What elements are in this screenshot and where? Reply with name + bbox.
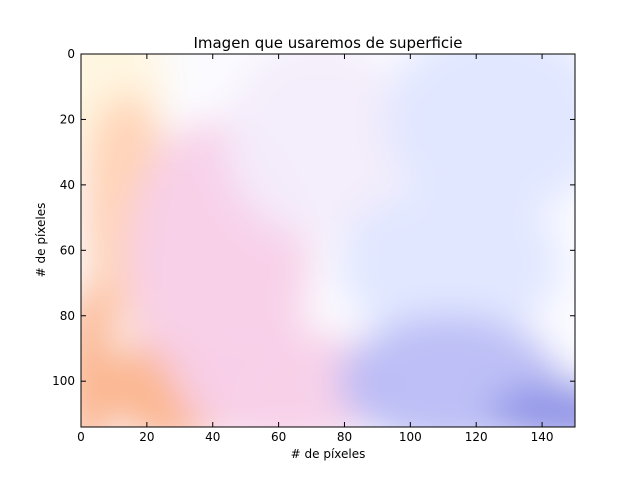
- y-axis-label: # de píxeles: [34, 203, 48, 278]
- y-tick-label: 100: [52, 374, 75, 388]
- heatmap-color-region-3: [81, 283, 114, 427]
- x-tick-label: 0: [77, 430, 85, 444]
- x-tick-label: 100: [399, 430, 422, 444]
- plot-frame: [80, 53, 576, 428]
- heatmap-image: [81, 54, 575, 427]
- heatmap-color-region-9: [337, 184, 562, 342]
- x-tick-label: 120: [465, 430, 488, 444]
- x-tick-label: 20: [139, 430, 154, 444]
- y-tick-label: 20: [60, 112, 75, 126]
- heatmap-color-region-8: [384, 54, 575, 218]
- heatmap-color-field: [81, 54, 575, 427]
- heatmap-color-region-7: [225, 54, 411, 238]
- heatmap-color-region-6: [179, 328, 391, 427]
- heatmap-color-region-11: [489, 381, 575, 427]
- x-axis-label: # de píxeles: [291, 447, 366, 461]
- y-axis-ticks: 0 20 40 60 80 100: [52, 47, 575, 388]
- x-tick-label: 40: [205, 430, 220, 444]
- x-tick-label: 60: [271, 430, 286, 444]
- y-tick-label: 60: [60, 243, 75, 257]
- y-tick-label: 80: [60, 309, 75, 323]
- chart-title: Imagen que usaremos de superficie: [193, 34, 462, 52]
- x-tick-label: 80: [337, 430, 352, 444]
- y-tick-label: 40: [60, 178, 75, 192]
- y-tick-label: 0: [67, 47, 75, 61]
- x-axis-ticks: 0 20 40 60 80 100 120 140: [77, 54, 554, 444]
- x-tick-label: 140: [531, 430, 554, 444]
